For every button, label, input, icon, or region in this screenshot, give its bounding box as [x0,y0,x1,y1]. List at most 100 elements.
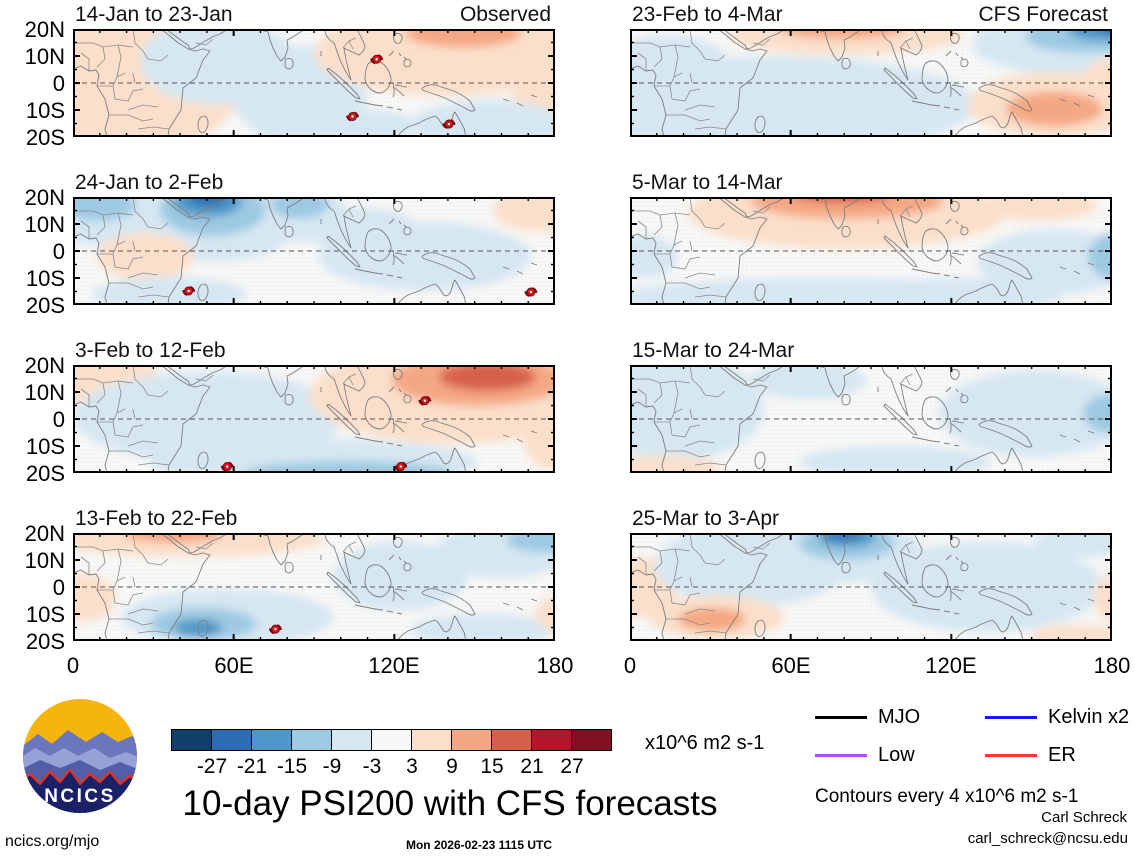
y-axis-label: 10N [24,44,65,69]
panel-title: 15-Mar to 24-Mar [632,339,795,362]
y-axis-label: 0 [52,239,65,264]
colorbar-cell [451,729,492,751]
colorbar-cell [411,729,452,751]
tropical-cyclone-icon [370,54,384,65]
colorbar-cell [371,729,412,751]
colorbar-tick-label: -3 [362,755,382,778]
legend-item: ER [985,744,1129,767]
map-panel [73,29,555,137]
panel-title: 3-Feb to 12-Feb [75,339,226,362]
y-axis-label: 20S [25,125,65,150]
colorbar-tick-label: 9 [446,755,458,778]
y-axis-label: 20N [24,17,65,42]
coastlines [630,533,1095,641]
x-axis-label: 60E [214,653,254,678]
colorbar-tick-label: 27 [560,755,584,778]
x-axis-label: 60E [771,653,811,678]
legend-line-swatch [985,716,1037,719]
y-axis-label: 20N [24,185,65,210]
y-axis-label: 10S [25,434,65,459]
contour-note: Contours every 4 x10^6 m2 s-1 [815,786,1079,807]
x-axis-label: 180 [1093,653,1131,678]
tropical-cyclone-icon [268,624,282,635]
tropical-cyclone-icon [346,111,360,122]
map-panel [630,365,1112,473]
ncics-logo: NCICS [20,696,140,816]
x-axis-label: 180 [536,653,574,678]
y-axis-label: 20N [24,521,65,546]
coastlines [73,197,538,305]
coastlines [73,29,538,137]
colorbar-tick-label: -9 [322,755,342,778]
y-axis-label: 20N [24,353,65,378]
logo-text: NCICS [44,786,116,807]
panel-corner-label: Observed [459,3,551,26]
legend-line-swatch [815,716,867,719]
coastlines [630,197,1095,305]
colorbar-units: x10^6 m2 s-1 [645,732,765,754]
colorbar [171,729,612,751]
colorbar-tick-label: 21 [520,755,544,778]
colorbar-cell [531,729,572,751]
y-axis-label: 10S [25,98,65,123]
map-panel [630,29,1112,137]
panel-title: 5-Mar to 14-Mar [632,171,783,194]
coastlines [73,365,538,473]
panel-title: 23-Feb to 4-Mar [632,3,783,26]
colorbar-tick-label: -27 [196,755,228,778]
y-axis-label: 10S [25,266,65,291]
coastlines [73,533,538,641]
legend-item: Low [815,744,985,767]
tropical-cyclone-icon [182,286,196,296]
legend-line-swatch [815,754,867,757]
y-axis-label: 10N [24,212,65,237]
tropical-cyclone-icon [442,119,456,129]
legend-label: ER [1048,744,1076,766]
timestamp: Mon 2026-02-23 1115 UTC [405,838,553,852]
colorbar-tick-label: -15 [276,755,308,778]
tropical-cyclone-icon [220,461,234,472]
legend-line-swatch [985,754,1037,757]
panel-corner-label: CFS Forecast [978,3,1108,26]
map-panel [630,197,1112,305]
coastlines [630,29,1095,137]
site-link: ncics.org/mjo [5,833,100,850]
figure-title: 10-day PSI200 with CFS forecasts [182,784,718,823]
y-axis-label: 0 [52,71,65,96]
colorbar-cell [491,729,532,751]
colorbar-cell [251,729,292,751]
legend-label: MJO [878,706,921,728]
x-axis-label: 0 [66,653,80,678]
y-axis-label: 0 [52,575,65,600]
y-axis-label: 20S [25,629,65,654]
map-panel [73,533,555,641]
colorbar-cell [171,729,212,751]
y-axis-label: 20S [25,293,65,318]
coastlines [630,365,1095,473]
map-panel [630,533,1112,641]
colorbar-cell [331,729,372,751]
panel-title: 14-Jan to 23-Jan [75,3,233,26]
x-axis-label: 120E [368,653,420,678]
ncics-logo-graphic: NCICS [23,699,137,813]
author-email: carl_schreck@ncsu.edu [967,830,1128,847]
tropical-cyclone-icon [418,395,432,406]
panel-title: 24-Jan to 2-Feb [75,171,224,194]
panel-title: 13-Feb to 22-Feb [75,507,238,530]
tropical-cyclone-icon [394,461,408,472]
legend-label: Kelvin x2 [1048,706,1130,728]
colorbar-cell [211,729,252,751]
legend-item: MJO [815,706,985,729]
x-axis-label: 0 [623,653,637,678]
wave-legend: MJO Kelvin x2 Low ER [815,706,1129,767]
logo-red-ridge [23,767,137,787]
panel-title: 25-Mar to 3-Apr [632,507,780,530]
colorbar-cell [291,729,332,751]
y-axis-label: 10N [24,380,65,405]
tropical-cyclone-icon [524,287,538,297]
y-axis-label: 20S [25,461,65,486]
y-axis-label: 10S [25,602,65,627]
map-panel [73,197,555,305]
author-credit: Carl Schreck [1041,809,1127,826]
colorbar-tick-label: 3 [406,755,418,778]
